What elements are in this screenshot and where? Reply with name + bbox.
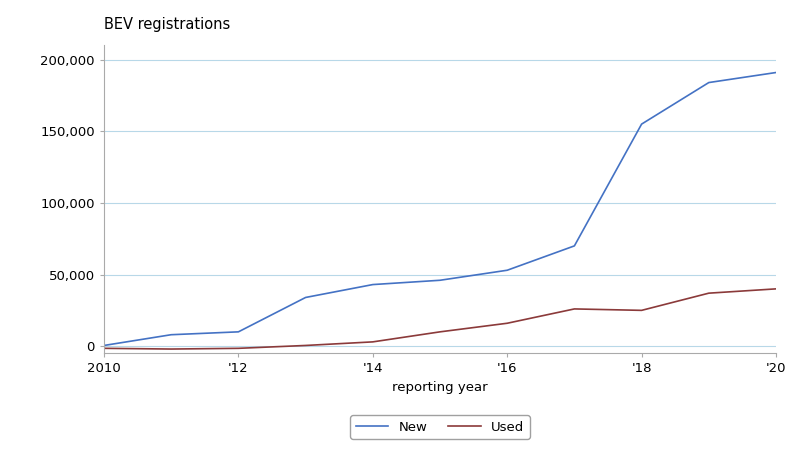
New bbox=[435, 278, 445, 283]
Used bbox=[704, 290, 714, 296]
New bbox=[570, 243, 579, 249]
New bbox=[166, 332, 176, 337]
Used bbox=[301, 343, 310, 348]
Used bbox=[99, 346, 109, 351]
New bbox=[704, 80, 714, 85]
New bbox=[301, 295, 310, 300]
X-axis label: reporting year: reporting year bbox=[392, 381, 488, 394]
New bbox=[637, 121, 646, 127]
New bbox=[234, 329, 243, 335]
Line: New: New bbox=[104, 72, 776, 346]
New bbox=[99, 343, 109, 348]
Used bbox=[771, 286, 781, 292]
Used bbox=[502, 321, 512, 326]
Legend: New, Used: New, Used bbox=[350, 415, 530, 439]
Used bbox=[166, 347, 176, 352]
Used bbox=[368, 339, 378, 345]
New bbox=[502, 268, 512, 273]
Used bbox=[637, 308, 646, 313]
New bbox=[368, 282, 378, 287]
Line: Used: Used bbox=[104, 289, 776, 349]
Used bbox=[435, 329, 445, 335]
Used bbox=[570, 306, 579, 312]
Used bbox=[234, 346, 243, 351]
New bbox=[771, 70, 781, 75]
Text: BEV registrations: BEV registrations bbox=[104, 17, 230, 32]
